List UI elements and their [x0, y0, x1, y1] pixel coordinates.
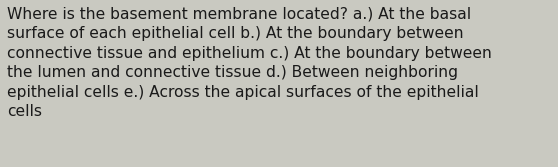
Text: Where is the basement membrane located? a.) At the basal
surface of each epithel: Where is the basement membrane located? …: [7, 7, 492, 119]
